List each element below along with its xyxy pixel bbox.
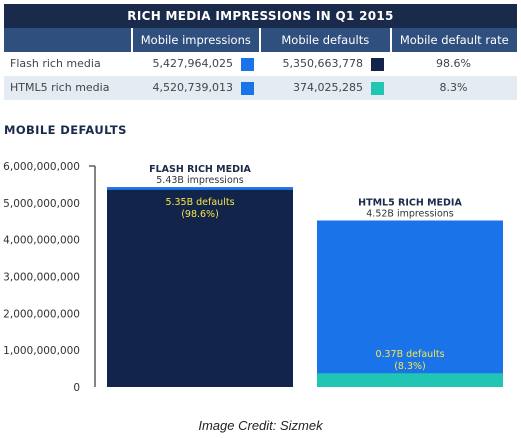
table-header-row: Mobile impressions Mobile defaults Mobil…: [4, 28, 517, 52]
table-row: Flash rich media 5,427,964,025 5,350,663…: [4, 52, 517, 76]
impressions-label: 4.52B impressions: [366, 208, 454, 219]
rate-label: (98.6%): [181, 209, 219, 220]
row-label: HTML5 rich media: [10, 81, 110, 94]
mobile-defaults-chart: 0 1,000,000,000 2,000,000,000 3,000,000,000…: [3, 161, 503, 394]
y-tick-label: 1,000,000,000: [3, 345, 80, 357]
table-title: RICH MEDIA IMPRESSIONS IN Q1 2015: [4, 4, 517, 28]
defaults-cell: 5,350,663,778: [260, 52, 390, 76]
y-tick-label: 5,000,000,000: [3, 198, 80, 210]
row-label: Flash rich media: [10, 57, 101, 70]
impressions-swatch: [241, 81, 254, 95]
category-label: FLASH RICH MEDIA: [149, 164, 251, 175]
defaults-swatch: [371, 81, 384, 95]
defaults-swatch: [371, 57, 384, 71]
impressions-bar: [317, 220, 503, 387]
impressions-cell: 5,427,964,025: [132, 52, 260, 76]
header-blank: [4, 28, 131, 52]
table-row: HTML5 rich media 4,520,739,013 374,025,2…: [4, 76, 517, 100]
y-tick-label: 0: [73, 382, 80, 394]
defaults-value: 5,350,663,778: [282, 57, 363, 70]
defaults-bar: [317, 373, 503, 387]
rate-value: 8.3%: [439, 81, 468, 94]
defaults-label: 5.35B defaults: [165, 197, 234, 208]
chart-title: MOBILE DEFAULTS: [4, 123, 127, 137]
y-tick-label: 3,000,000,000: [3, 272, 80, 284]
rate-value: 98.6%: [436, 57, 471, 70]
defaults-bar: [107, 189, 293, 387]
category-label: HTML5 RICH MEDIA: [358, 197, 462, 208]
y-tick-label: 4,000,000,000: [3, 235, 80, 247]
impressions-value: 4,520,739,013: [152, 81, 233, 94]
defaults-value: 374,025,285: [293, 81, 363, 94]
impressions-label: 5.43B impressions: [156, 175, 244, 186]
impressions-swatch: [241, 57, 254, 71]
rate-label: (8.3%): [394, 361, 426, 372]
impressions-cell: 4,520,739,013: [132, 76, 260, 100]
header-rate: Mobile default rate: [389, 28, 518, 52]
impressions-table: RICH MEDIA IMPRESSIONS IN Q1 2015 Mobile…: [4, 4, 517, 100]
defaults-label: 0.37B defaults: [375, 349, 444, 360]
image-credit: Image Credit: Sizmek: [198, 418, 323, 433]
defaults-cell: 374,025,285: [260, 76, 390, 100]
header-impressions: Mobile impressions: [130, 28, 259, 52]
impressions-value: 5,427,964,025: [152, 57, 233, 70]
y-tick-label: 2,000,000,000: [3, 308, 80, 320]
header-defaults: Mobile defaults: [259, 28, 389, 52]
y-tick-label: 6,000,000,000: [3, 161, 80, 173]
